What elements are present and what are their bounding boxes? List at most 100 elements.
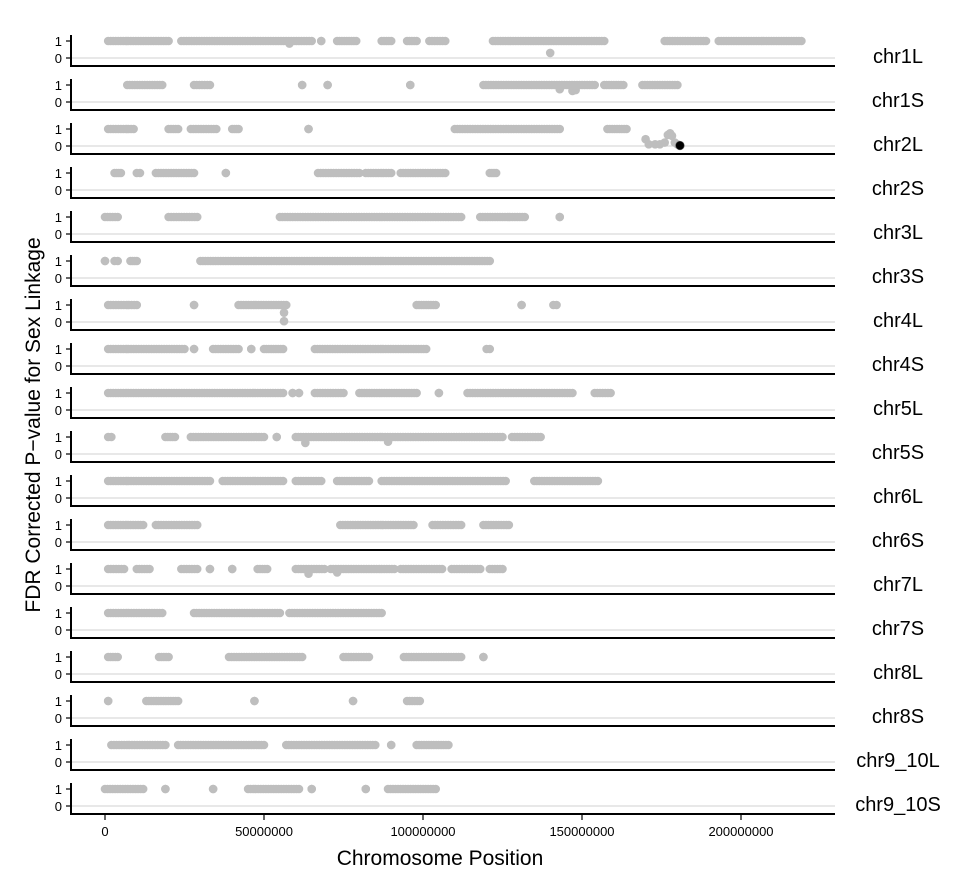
data-point [491,168,501,178]
y-tick-label: 0 [55,535,62,550]
data-point [351,36,361,46]
data-point [132,256,142,266]
data-point [316,476,326,486]
data-point [479,652,488,662]
strip-label: chr3S [872,266,924,288]
data-point [316,36,326,46]
data-point [377,608,386,618]
y-tick-label: 1 [55,694,62,709]
data-point [227,564,237,574]
panel-chr6S: 1 0 chr6S [55,518,924,552]
data-point [323,80,332,90]
data-point [297,652,307,662]
data-point [622,124,631,134]
data-point [434,388,444,398]
data-point [279,316,289,326]
highlighted-data-point [675,140,685,151]
strip-label: chr9_10S [855,794,941,816]
strip-label: chr2L [873,134,923,156]
data-point [444,740,453,750]
y-tick-label: 0 [55,95,62,110]
data-point [304,124,313,134]
y-tick-label: 0 [55,667,62,682]
panel-chr9_10L: 1 0 chr9_10L [55,738,940,772]
panel-chr8L: 1 0 chr8L [55,650,923,684]
data-point [386,36,396,46]
y-tick-label: 0 [55,755,62,770]
panel-chr5L: 1 0 chr5L [55,386,923,420]
strip-label: chr4S [872,354,924,376]
data-point [405,80,415,90]
strip-label: chr8L [873,662,923,684]
data-point [485,256,495,266]
data-point [501,476,510,486]
y-tick-label: 1 [55,606,62,621]
data-point [221,168,231,178]
data-point [555,212,565,222]
data-point [364,652,374,662]
y-tick-label: 1 [55,782,62,797]
y-tick-label: 0 [55,491,62,506]
data-point [590,80,600,90]
panel-chr2S: 1 0 chr2S [55,166,924,200]
data-point [440,168,450,178]
y-tick-label: 1 [55,342,62,357]
panels: 1 0 chr1L 1 0 chr1S 1 0 chr2L 1 0 chr2S 1 0 chr3L 1 0 chr… [55,34,941,816]
panel-chr4S: 1 0 chr4S [55,342,924,376]
data-point [113,652,123,662]
strip-label: chr2S [872,178,924,200]
data-point [278,344,288,354]
data-point [673,80,682,90]
data-point [164,652,173,662]
data-point [132,300,142,310]
panel-chr5S: 1 0 chr5S [55,430,924,464]
data-point [164,36,173,46]
y-tick-label: 1 [55,650,62,665]
strip-label: chr1S [872,90,924,112]
y-tick-label: 1 [55,78,62,93]
data-point [797,36,806,46]
data-point [116,168,126,178]
data-point [192,212,202,222]
data-point [173,124,183,134]
y-tick-label: 0 [55,403,62,418]
panel-chr8S: 1 0 chr8S [55,694,924,728]
data-point [545,48,555,58]
data-point [250,696,259,706]
x-axis-title: Chromosome Position [337,847,544,870]
y-tick-label: 0 [55,183,62,198]
data-point [593,476,603,486]
data-point [157,608,167,618]
data-point [456,652,466,662]
y-tick-label: 0 [55,51,62,66]
data-point [145,564,154,574]
panel-chr7S: 1 0 chr7S [55,606,924,640]
data-point [440,36,450,46]
data-point [437,564,447,574]
data-point [259,432,269,442]
data-point [135,168,145,178]
strip-label: chr1L [873,46,923,68]
data-point [138,784,148,794]
data-point [297,80,307,90]
data-point [364,476,374,486]
panel-chr7L: 1 0 chr7L [55,562,923,596]
y-tick-label: 1 [55,386,62,401]
data-point [568,388,577,398]
data-point [285,39,294,48]
data-point [234,124,243,134]
panel-chr3S: 1 0 chr3S [55,254,924,288]
panel-chr9_10S: 1 0 chr9_10S [55,782,941,816]
data-point [107,432,116,442]
y-tick-label: 0 [55,315,62,330]
data-point [456,212,466,222]
y-tick-label: 1 [55,430,62,445]
data-point [278,388,288,398]
data-point [100,256,110,266]
data-point [409,520,418,530]
data-point [234,344,243,354]
data-point [307,36,317,46]
data-point [246,344,256,354]
data-point [288,388,297,398]
